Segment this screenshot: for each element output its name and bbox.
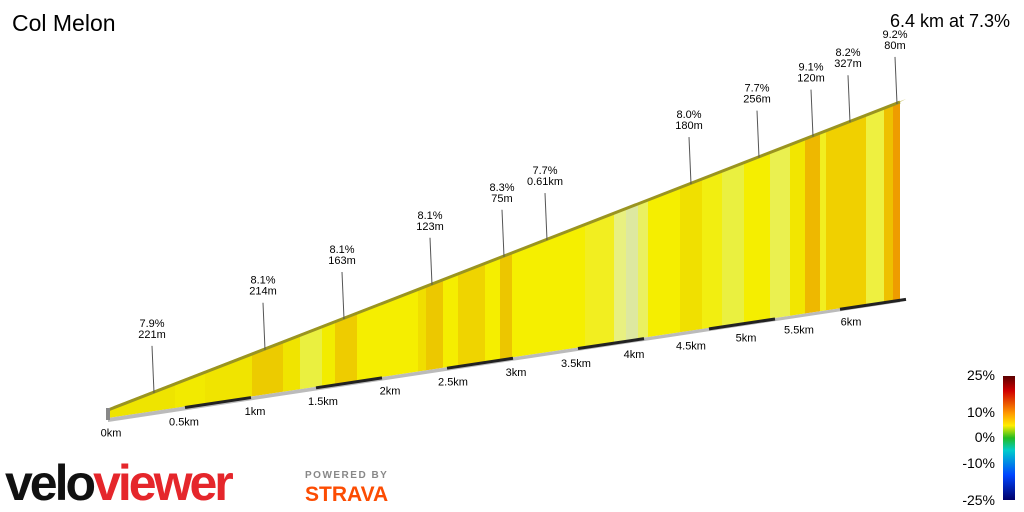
segment xyxy=(884,104,893,302)
segment xyxy=(108,383,175,418)
annotation-leader xyxy=(429,237,433,285)
annotation-grade: 8.3% xyxy=(489,182,514,194)
legend-label: -10% xyxy=(962,455,995,471)
profile-shape xyxy=(106,99,907,422)
annotation-leader xyxy=(501,209,505,257)
annotation-length: 327m xyxy=(834,58,862,70)
legend-label: 10% xyxy=(967,404,995,420)
annotation-length: 221m xyxy=(138,329,166,341)
annotation-length: 123m xyxy=(416,221,444,233)
distance-label: 5.5km xyxy=(784,324,814,336)
annotation-leader xyxy=(847,75,851,123)
segment xyxy=(426,279,443,371)
segment xyxy=(790,138,805,316)
annotation-length: 256m xyxy=(743,94,771,106)
annotation-grade: 8.1% xyxy=(329,244,354,256)
km-marker xyxy=(839,297,907,311)
distance-label: 5km xyxy=(736,332,757,344)
segment xyxy=(300,326,322,390)
annotation-leader xyxy=(810,89,814,137)
segment xyxy=(638,200,648,339)
segment xyxy=(458,263,485,366)
segment xyxy=(722,162,744,326)
segment xyxy=(744,152,770,323)
annotation-grade: 7.9% xyxy=(139,318,164,330)
segment xyxy=(252,341,283,397)
annotation-length: 75m xyxy=(491,193,512,205)
labels: 0km 0.5km 1km 1.5km 2km 2.5km 3km 3.5km 4km 4.5km… xyxy=(101,29,995,508)
km-marker xyxy=(577,337,645,351)
legend-label: 25% xyxy=(967,367,995,383)
annotation-leader xyxy=(262,302,266,350)
annotation-grade: 7.7% xyxy=(532,165,557,177)
distance-label: 3km xyxy=(506,367,527,379)
segment xyxy=(443,273,458,368)
annotation-grade: 8.0% xyxy=(676,109,701,121)
segment xyxy=(614,208,626,343)
segment xyxy=(512,224,585,358)
distance-label: 0km xyxy=(101,428,122,440)
segment xyxy=(322,321,335,386)
km-marker xyxy=(315,376,383,390)
distance-label: 1.5km xyxy=(308,396,338,408)
distance-label: 3.5km xyxy=(561,358,591,370)
powered-by: POWERED BY xyxy=(305,470,388,481)
distance-label: 4km xyxy=(624,349,645,361)
annotation-length: 163m xyxy=(328,255,356,267)
segment xyxy=(680,179,702,333)
segment xyxy=(893,102,900,301)
segment xyxy=(770,144,790,319)
segment xyxy=(500,252,512,360)
annotation-length: 180m xyxy=(675,120,703,132)
start-cap xyxy=(106,408,110,420)
segment xyxy=(826,115,866,311)
legend-label: 0% xyxy=(975,429,995,445)
distance-label: 1km xyxy=(245,406,266,418)
segment xyxy=(805,133,820,314)
annotation-leader xyxy=(341,271,345,320)
segment xyxy=(648,187,680,338)
annotation-grade: 9.2% xyxy=(882,29,907,41)
annotation-length: 80m xyxy=(884,40,905,52)
segment xyxy=(626,203,638,341)
summary: 6.4 km at 7.3% xyxy=(890,11,1010,31)
strava-logo: STRAVA xyxy=(305,483,388,506)
annotation-leader xyxy=(688,137,692,185)
km-marker xyxy=(708,317,776,331)
distance-label: 6km xyxy=(841,317,862,329)
segment xyxy=(205,354,252,404)
gradient-legend xyxy=(1003,376,1015,500)
distance-label: 2.5km xyxy=(438,376,468,388)
distance-label: 4.5km xyxy=(676,341,706,353)
brand-logo: veloviewer xyxy=(5,455,233,511)
segment xyxy=(585,213,614,347)
annotation-grade: 9.1% xyxy=(798,62,823,74)
annotation-leader xyxy=(756,110,760,158)
segment xyxy=(485,257,500,362)
annotation-grade: 8.2% xyxy=(835,47,860,59)
annotation-length: 0.61km xyxy=(527,176,563,188)
segment xyxy=(702,171,722,329)
title: Col Melon xyxy=(12,10,116,36)
segment xyxy=(866,108,884,305)
legend-label: -25% xyxy=(962,492,995,508)
km-marker xyxy=(446,356,514,370)
segment xyxy=(357,289,418,381)
segment xyxy=(335,313,357,384)
annotation-leader xyxy=(544,193,548,241)
annotation-length: 214m xyxy=(249,286,277,298)
km-marker xyxy=(184,396,252,409)
segment xyxy=(820,130,826,312)
annotation-leader xyxy=(151,345,155,393)
annotation-grade: 7.7% xyxy=(744,83,769,95)
segment xyxy=(283,335,300,392)
annotation-length: 120m xyxy=(797,73,825,85)
annotation-grade: 8.1% xyxy=(250,275,275,287)
annotation-leader xyxy=(894,56,898,104)
annotation-grade: 8.1% xyxy=(417,210,442,222)
distance-label: 2km xyxy=(380,386,401,398)
segment xyxy=(418,286,426,372)
distance-label: 0.5km xyxy=(169,417,199,429)
